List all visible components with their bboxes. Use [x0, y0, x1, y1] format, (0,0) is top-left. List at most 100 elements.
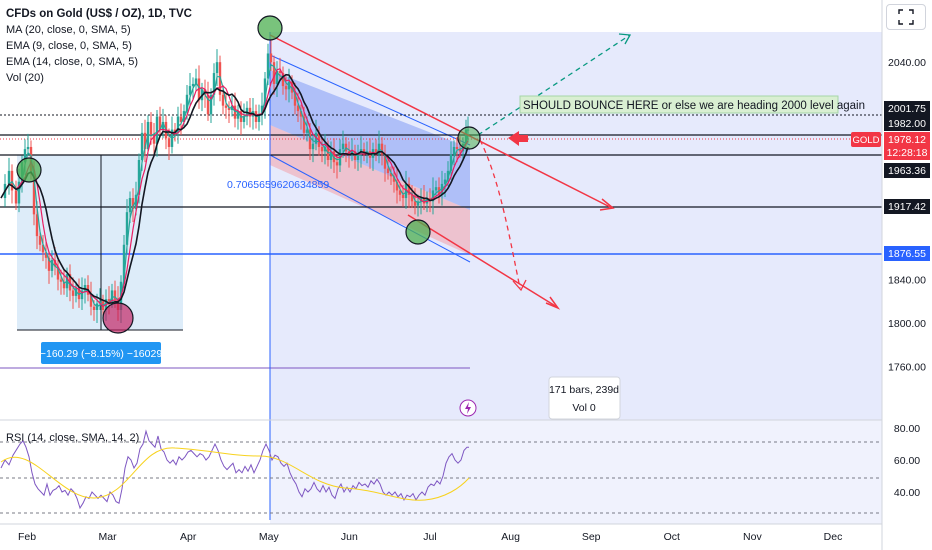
candle-body	[59, 279, 63, 282]
candle-body	[35, 214, 39, 237]
candle-body	[125, 212, 129, 245]
candle-body	[449, 154, 453, 171]
legend-vol[interactable]: Vol (20)	[6, 72, 44, 84]
candle-body	[137, 160, 141, 195]
candle-body	[62, 281, 66, 289]
candle-body	[92, 306, 96, 310]
circle-feb-top	[16, 157, 42, 183]
candle-body	[7, 170, 11, 184]
ma20-line	[0, 73, 469, 305]
green-dashed-head	[618, 33, 632, 45]
candle-body	[299, 111, 303, 117]
symbol-title[interactable]: CFDs on Gold (US$ / OZ), 1D, TVC	[6, 8, 192, 20]
candle-body	[188, 86, 192, 95]
candle-body	[44, 252, 48, 258]
rsi-legend[interactable]: RSI (14, close, SMA, 14, 2)	[6, 432, 140, 444]
time-tick-label: Feb	[18, 531, 36, 543]
candle-body	[185, 94, 189, 112]
price-axis[interactable]	[882, 0, 932, 550]
gold-symbol-text: GOLD	[853, 135, 880, 146]
gold-symbol-box	[851, 132, 881, 147]
candle-body	[443, 179, 447, 184]
candle-body	[308, 129, 312, 150]
candle-body	[305, 129, 309, 133]
rsi-ticks: 80.00 60.00 40.00	[894, 423, 920, 499]
tag-1917-box	[884, 199, 930, 214]
candle-body	[383, 154, 387, 169]
range-label-box	[41, 342, 161, 364]
candle-body	[179, 116, 183, 122]
tag-1982-text: 1982.00	[888, 118, 926, 130]
candle-body	[122, 244, 126, 282]
red-arrow-lower-head	[545, 296, 561, 310]
pointer-arrow-icon	[508, 131, 528, 146]
candle-body	[242, 116, 246, 122]
green-dashed-projection	[477, 34, 631, 136]
candle-body	[320, 146, 324, 152]
candle-body	[326, 146, 330, 160]
price-tick-label: 1800.00	[888, 318, 926, 330]
forecast-shade	[270, 32, 882, 420]
candle-body	[32, 170, 36, 215]
time-tick-label: Jun	[341, 531, 358, 543]
bars-info-text: 171 bars, 239d	[549, 384, 619, 396]
circle-mar-bottom	[102, 302, 134, 334]
candle-body	[293, 92, 297, 106]
candle-body	[266, 53, 270, 79]
time-tick-label: Sep	[582, 531, 601, 543]
candle-body	[158, 116, 162, 130]
candle-body	[131, 198, 135, 209]
candle-body	[335, 162, 339, 166]
candle-body	[221, 94, 225, 106]
fullscreen-button[interactable]	[886, 4, 926, 30]
tag-1982-box	[884, 116, 930, 131]
tag-1876-box	[884, 246, 930, 261]
legend-ma[interactable]: MA (20, close, 0, SMA, 5)	[6, 24, 131, 36]
candle-body	[167, 138, 171, 147]
channel-bottom-line	[269, 154, 471, 263]
candle-body	[71, 290, 75, 296]
channel-top-line	[269, 54, 471, 146]
red-arrow-upper-head	[599, 198, 615, 211]
legend-ema14[interactable]: EMA (14, close, 0, SMA, 5)	[6, 56, 139, 68]
rsi-line	[0, 429, 469, 510]
candle-body	[23, 149, 27, 163]
candle-body	[458, 149, 462, 152]
candle-body	[209, 94, 213, 115]
candle-body	[152, 136, 156, 144]
candle-body	[302, 116, 306, 133]
candle-body	[47, 257, 51, 271]
candle-body	[236, 111, 240, 119]
candle-body	[53, 260, 57, 267]
candle-body	[98, 301, 102, 304]
tag-1917-text: 1917.42	[888, 201, 926, 213]
gold-timer-text: 12:28:18	[887, 147, 928, 159]
rsi-tick-label: 60.00	[894, 455, 920, 467]
candle-body	[434, 187, 438, 191]
candle-body	[257, 114, 261, 122]
candle-body	[281, 73, 285, 87]
candle-body	[374, 149, 378, 155]
circle-jul-bottom	[405, 219, 431, 245]
candle-body	[161, 121, 165, 130]
bounce-note-text: SHOULD BOUNCE HERE or else we are headin…	[523, 100, 865, 112]
candle-body	[206, 94, 210, 115]
rsi-forecast-shade	[270, 420, 882, 524]
bars-vol-text: Vol 0	[572, 402, 596, 414]
candle-body	[272, 62, 276, 84]
candle-body	[212, 73, 216, 95]
legend-ema9[interactable]: EMA (9, close, 0, SMA, 5)	[6, 40, 132, 52]
time-tick-label: Apr	[180, 531, 197, 543]
time-axis[interactable]: Feb Mar Apr May Jun Jul Aug Sep Oct Nov Dec	[18, 531, 842, 543]
candle-body	[395, 181, 399, 191]
candle-body	[143, 132, 147, 150]
candle-body	[149, 121, 153, 137]
range-label-text: −160.29 (−8.15%) −16029	[40, 348, 162, 360]
red-dashed-projection	[479, 139, 521, 289]
rsi-tick-label: 80.00	[894, 423, 920, 435]
time-tick-label: Dec	[824, 531, 843, 543]
candle-body	[296, 105, 300, 112]
candle-body	[263, 78, 267, 106]
candle-body	[356, 154, 360, 160]
candle-body	[14, 190, 18, 204]
